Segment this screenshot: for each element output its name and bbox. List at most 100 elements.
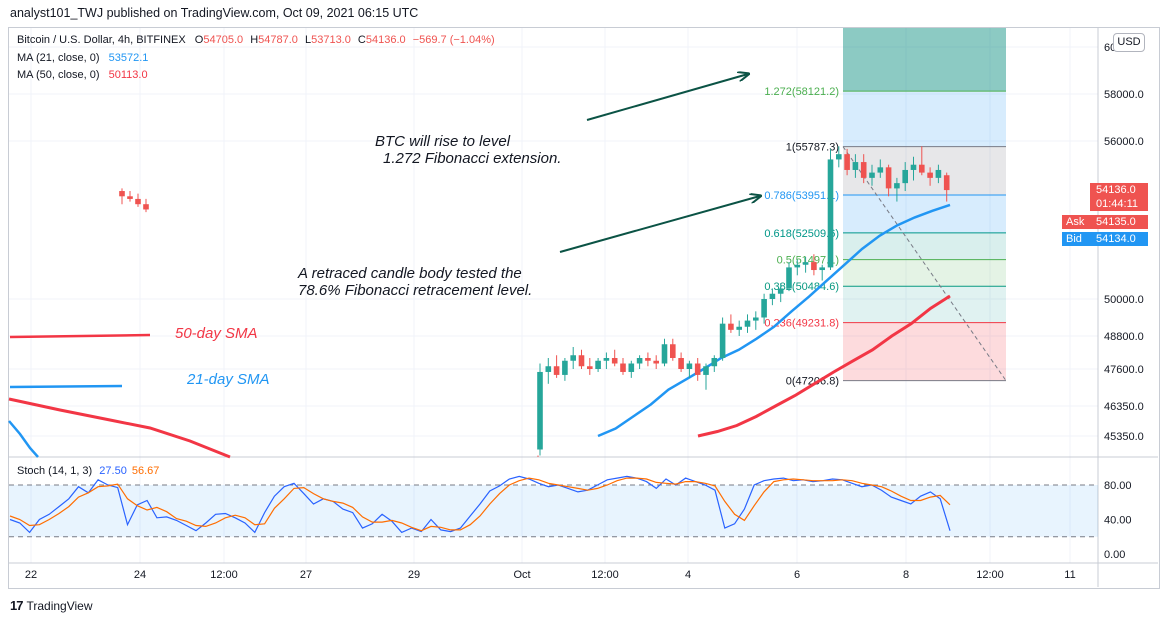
candle [753,311,759,330]
chart-frame [8,27,1160,589]
symbol-legend: Bitcoin / U.S. Dollar, 4h, BITFINEX O547… [17,34,495,46]
time-tick-label: 4 [685,569,691,581]
time-tick-label: 22 [25,569,37,581]
time-tick-label: 6 [794,569,800,581]
candle [694,358,701,381]
price-tick-label: 56000.0 [1104,136,1144,148]
candle-body [852,162,859,170]
time-tick-label: 11 [1064,569,1075,581]
price-tick-label: 48800.0 [1104,331,1144,343]
fib-level-label: 1.272(58121.2) [764,86,839,98]
candle-body [919,164,925,173]
candle [545,358,552,384]
candle-body [653,360,659,364]
high-value: 54787.0 [258,34,298,46]
candle-body [802,262,809,265]
candle-body [736,326,742,330]
candle [794,259,801,276]
sma21-annotation: 21-day SMA [186,371,270,388]
candle-body [786,267,792,289]
candle-body [678,358,684,369]
annotation-text: A retraced candle body tested the [297,265,522,282]
currency-button[interactable]: USD [1113,33,1145,52]
bid-price-tag: 54134.0 [1090,232,1148,246]
candle [143,198,149,213]
candle-body [769,293,776,299]
moving-averages [8,203,951,459]
candle [769,288,776,306]
candle [910,156,917,181]
candle [844,148,850,176]
candle [620,358,626,375]
fib-trend-line [842,146,1007,381]
candle-body [836,154,842,160]
fib-level-label: 1(55787.3) [786,142,839,154]
candle-body [119,191,125,197]
candle-body [143,204,149,210]
tradingview-logo[interactable]: 17 TradingView [10,598,93,613]
candle [827,148,834,271]
candle [902,162,908,192]
candle-body [127,196,133,199]
ma21-legend[interactable]: MA (21, close, 0) 53572.1 [17,52,148,64]
ask-label: Ask [1062,215,1092,229]
candle-body [611,358,618,364]
candle-body [753,317,759,321]
ma50-legend[interactable]: MA (50, close, 0) 50113.0 [17,69,148,81]
candle [927,167,933,186]
candle [537,363,543,456]
open-label: O [194,34,204,46]
candle [678,352,684,372]
candle [570,347,576,369]
candle [628,360,635,378]
candle-body [537,371,543,450]
arrow-to-extension [586,74,748,121]
candle [595,358,601,372]
sma21-legend-line [9,384,123,389]
candle-body [860,162,867,178]
fib-zone [843,91,1006,147]
stoch-legend[interactable]: Stoch (14, 1, 3) 27.50 56.67 [17,465,159,477]
fib-level-label: 0.236(49231.8) [764,318,839,330]
candle-body [603,358,610,361]
stoch-k-value: 27.50 [99,465,127,477]
candle [943,172,950,202]
price-tick-label: 47600.0 [1104,364,1144,376]
candle-body [827,159,834,268]
candle-body [744,320,751,327]
candle-body [885,167,892,189]
stoch-d-line [9,477,951,532]
candle [661,338,668,367]
candle-body [794,264,801,268]
ma50-line [697,294,951,438]
candle-body [694,363,701,375]
candle-body [628,363,635,372]
stoch-d-value: 56.67 [131,465,160,477]
fib-level-label: 0.786(53951.1) [764,190,839,202]
candle-body [894,183,900,189]
candle-body [943,175,950,191]
ma50-value: 50113.0 [108,69,148,81]
candle-body [587,366,593,369]
candle-body [711,358,718,367]
ma50-label: MA (50, close, 0) [17,69,100,81]
ask-price-tag: 54135.0 [1090,215,1148,229]
candle-body [620,363,626,372]
candle-body [595,360,601,369]
close-label: C [357,34,366,46]
candle [686,360,693,378]
time-tick-label: Oct [513,569,530,581]
candle-body [645,358,651,361]
candle [553,355,560,378]
fib-level-label: 0.618(52509.6) [764,228,839,240]
candle-body [869,172,875,178]
countdown-tag: 01:44:11 [1090,197,1148,211]
candle-body [811,262,817,271]
candle [670,338,676,361]
candle [919,146,925,176]
candle [611,349,618,367]
candle [852,154,859,178]
candle [645,352,651,367]
time-tick-label: 8 [903,569,909,581]
